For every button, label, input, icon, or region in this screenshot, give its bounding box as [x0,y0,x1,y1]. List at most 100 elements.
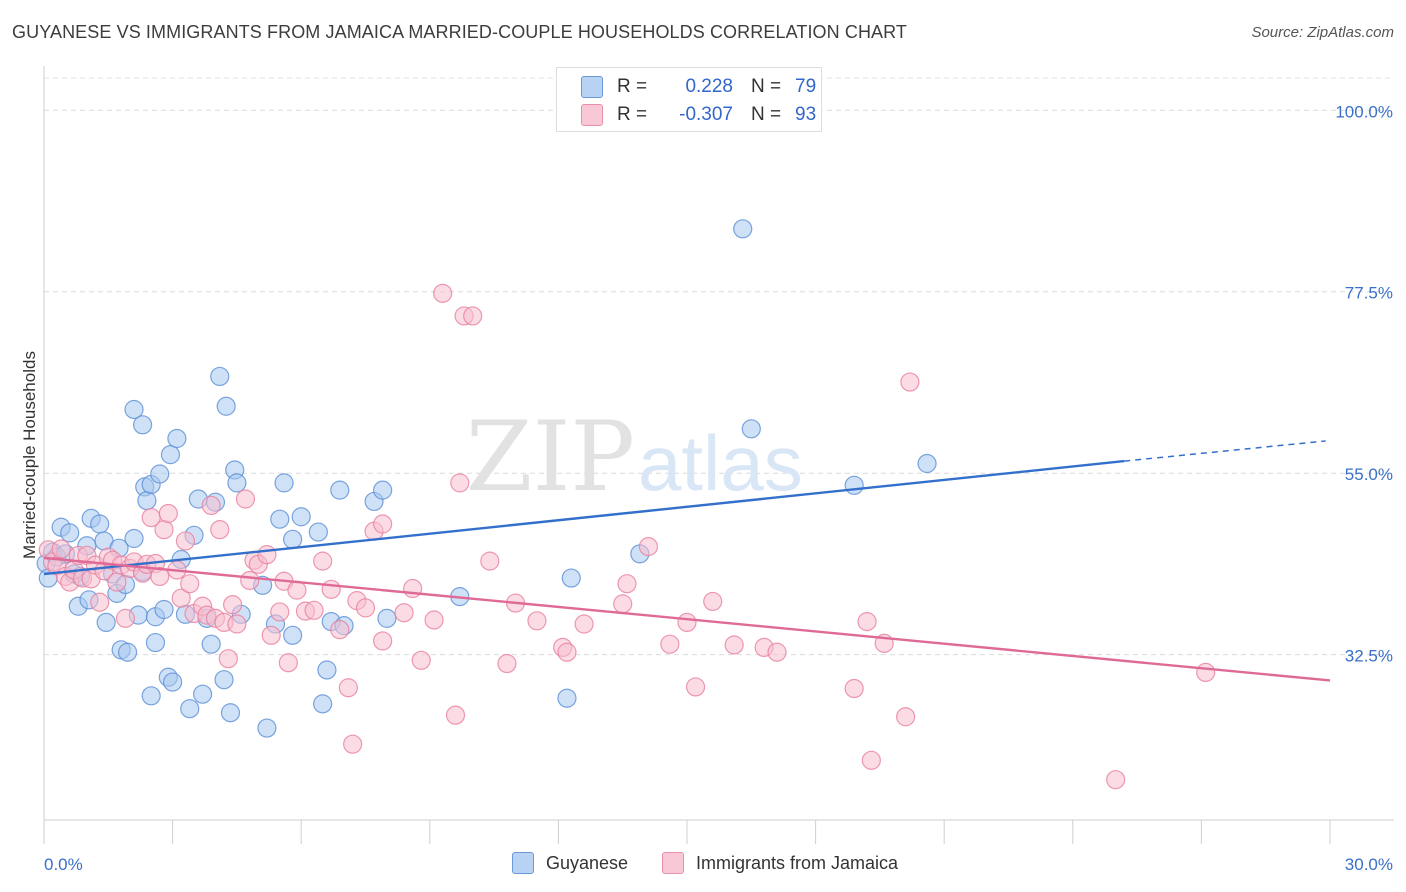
legend-n-label: N = [751,76,782,97]
legend-label-guyanese: Guyanese [546,852,629,873]
data-point [214,670,234,690]
legend-swatch-guyanese [581,76,603,98]
data-point [844,475,864,495]
legend-n-value: 79 [795,76,817,97]
data-point [313,694,333,714]
data-point [150,464,170,484]
data-point [724,635,744,655]
data-point [270,602,290,622]
data-point [613,594,633,614]
chart-title: GUYANESE VS IMMIGRANTS FROM JAMAICA MARR… [12,22,908,42]
x-tick-label: 0.0% [44,855,83,874]
data-point [261,625,281,645]
trend-line-guyanese-extension [1124,440,1326,462]
data-point [90,592,110,612]
data-point [1106,770,1126,790]
watermark: ZIP atlas [466,401,803,513]
legend-item-guyanese: Guyanese [512,852,628,874]
data-point [283,529,303,549]
correlation-legend: R = 0.228 N = 79 R = -0.307 N = 93 [556,67,822,132]
data-point [373,631,393,651]
data-point [210,520,230,540]
data-point [90,514,110,534]
axes [43,66,1394,844]
data-point [617,574,637,594]
legend-r-label: R = [617,76,648,97]
legend-n-label: N = [751,104,782,125]
data-point [160,445,181,465]
data-point [561,568,581,588]
data-point [141,686,161,706]
data-point [115,608,136,628]
data-point [308,522,328,542]
y-tick-label: 55.0% [1345,465,1393,484]
data-point [180,574,200,594]
data-point [317,660,337,680]
data-point [220,703,241,723]
data-point [158,503,178,524]
grid-lines [44,77,1394,656]
data-point [373,514,393,534]
data-point [201,634,221,654]
data-point [330,620,350,640]
data-point [373,480,393,500]
data-point [216,396,236,416]
data-point [150,566,170,587]
data-point [677,612,697,633]
data-point [527,611,547,631]
data-point [257,718,277,738]
data-point [180,699,200,719]
data-point [235,489,256,509]
data-point [124,399,144,420]
data-point [223,595,243,615]
data-point [574,614,594,634]
y-tick-label: 32.5% [1345,647,1393,666]
series-jamaica [38,283,1216,790]
legend-r-label: R = [617,104,648,125]
legend-swatch-guyanese [512,852,534,874]
data-point [857,611,877,632]
data-point [145,632,166,653]
data-point [896,707,916,727]
legend-r-value: -0.307 [679,104,733,125]
data-point [741,419,761,439]
data-point [193,684,213,704]
data-point [304,600,324,620]
data-point [137,491,157,511]
data-point [154,599,174,620]
data-point [433,283,453,303]
y-tick-label: 77.5% [1345,284,1393,303]
data-point [450,473,470,493]
data-point [278,653,298,673]
data-point [154,520,174,540]
watermark-atlas: atlas [638,419,803,507]
legend-n-value: 93 [795,104,817,125]
data-point [685,677,706,697]
data-point [283,625,303,645]
source-label: Source: ZipAtlas.com [1251,24,1394,41]
data-point [917,453,937,474]
x-tick-label: 30.0% [1345,855,1393,874]
legend-row-guyanese: R = 0.228 N = 79 [581,73,816,101]
data-point [1196,662,1216,683]
data-point [163,672,183,692]
trend-line-guyanese [43,459,1125,576]
data-point [394,603,414,623]
watermark-zip: ZIP [466,401,635,513]
data-point [291,507,311,527]
data-point [861,750,881,770]
data-point [321,579,341,599]
data-point [445,705,466,725]
data-point [900,372,920,392]
legend-swatch-jamaica [662,852,684,874]
legend-label-jamaica: Immigrants from Jamaica [696,852,899,873]
legend-item-jamaica: Immigrants from Jamaica [662,852,898,874]
data-point [227,614,247,634]
data-point [96,612,116,633]
data-point [117,642,138,662]
tick-labels: 32.5% 55.0% 77.5% 100.0% 0.0% 30.0% [44,102,1393,874]
data-point [124,528,144,549]
data-point [274,473,294,493]
data-point [257,545,277,565]
legend-row-jamaica: R = -0.307 N = 93 [581,101,816,129]
